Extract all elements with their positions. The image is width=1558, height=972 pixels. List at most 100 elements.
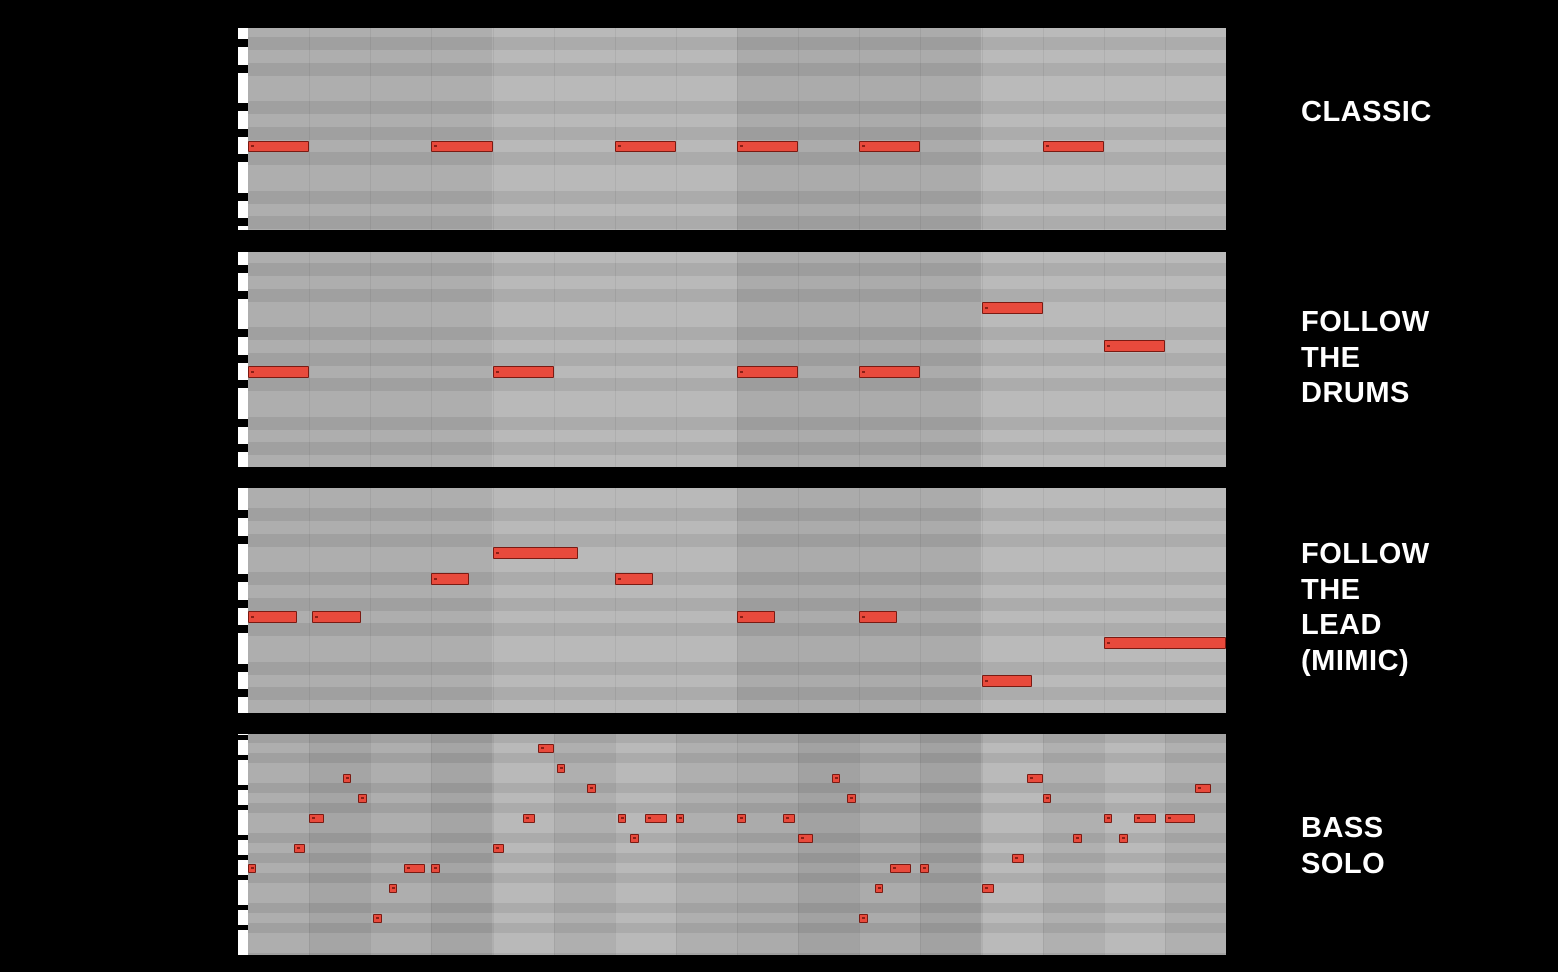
label-classic: CLASSIC	[1301, 95, 1432, 131]
midi-note[interactable]	[859, 140, 921, 152]
step-line	[920, 488, 922, 713]
midi-note[interactable]	[388, 883, 398, 893]
midi-note[interactable]	[831, 773, 841, 783]
midi-note[interactable]	[981, 883, 994, 893]
midi-note[interactable]	[431, 140, 493, 152]
step-line	[492, 28, 494, 230]
pitch-lane	[248, 352, 1226, 366]
pitch-lane	[248, 442, 1226, 456]
pitch-lane	[248, 216, 1226, 230]
step-line	[431, 734, 433, 955]
midi-note[interactable]	[1073, 833, 1082, 843]
midi-note[interactable]	[1103, 636, 1226, 649]
pitch-lane	[248, 263, 1226, 276]
midi-note[interactable]	[492, 547, 579, 559]
step-column	[675, 734, 737, 955]
midi-note[interactable]	[373, 913, 382, 923]
black-key	[238, 535, 248, 544]
note-grid	[248, 734, 1226, 955]
midi-note[interactable]	[309, 813, 325, 823]
step-column	[309, 734, 371, 955]
pitch-lane	[248, 903, 1226, 913]
beat-column	[737, 734, 981, 955]
midi-note[interactable]	[737, 813, 746, 823]
step-line	[798, 488, 800, 713]
piano-roll-classic	[238, 28, 1226, 230]
midi-note[interactable]	[1042, 140, 1104, 152]
midi-note[interactable]	[538, 743, 554, 753]
midi-note[interactable]	[1027, 773, 1043, 783]
pitch-lane	[248, 783, 1226, 793]
midi-note[interactable]	[737, 611, 775, 623]
midi-note[interactable]	[1119, 833, 1128, 843]
midi-note[interactable]	[342, 773, 352, 783]
step-line	[675, 488, 677, 713]
midi-note[interactable]	[1134, 813, 1156, 823]
midi-note[interactable]	[492, 843, 504, 853]
step-line	[370, 252, 372, 467]
pitch-lane	[248, 327, 1226, 340]
black-key	[238, 154, 248, 163]
midi-note[interactable]	[847, 793, 856, 803]
midi-note[interactable]	[614, 140, 676, 152]
midi-note[interactable]	[1103, 813, 1113, 823]
step-line	[553, 252, 555, 467]
midi-note[interactable]	[614, 572, 653, 585]
beat-column	[981, 28, 1226, 230]
black-key	[238, 663, 248, 672]
pitch-lane	[248, 687, 1226, 701]
midi-note[interactable]	[874, 883, 884, 893]
midi-note[interactable]	[737, 140, 799, 152]
midi-note[interactable]	[859, 611, 898, 623]
black-key	[238, 805, 248, 810]
beat-column	[981, 734, 1226, 955]
beat-column	[981, 252, 1226, 467]
midi-note[interactable]	[358, 793, 367, 803]
label-line: BASS	[1301, 812, 1384, 844]
midi-note[interactable]	[859, 913, 868, 923]
black-key	[238, 689, 248, 698]
midi-note[interactable]	[675, 813, 685, 823]
step-line	[981, 734, 983, 955]
midi-note[interactable]	[981, 302, 1043, 314]
pitch-lane	[248, 661, 1226, 675]
midi-note[interactable]	[737, 366, 799, 378]
midi-note[interactable]	[556, 763, 566, 773]
midi-note[interactable]	[293, 843, 305, 853]
black-key	[238, 925, 248, 930]
pitch-lane	[248, 101, 1226, 114]
midi-note[interactable]	[587, 783, 596, 793]
midi-note[interactable]	[630, 833, 639, 843]
step-line	[614, 734, 616, 955]
midi-note[interactable]	[523, 813, 536, 823]
midi-note[interactable]	[248, 140, 310, 152]
midi-note[interactable]	[431, 863, 440, 873]
black-key	[238, 785, 248, 790]
midi-note[interactable]	[1103, 340, 1165, 353]
black-key	[238, 625, 248, 634]
midi-note[interactable]	[248, 611, 297, 623]
midi-note[interactable]	[920, 863, 929, 873]
step-line	[370, 734, 372, 955]
black-key	[238, 875, 248, 880]
midi-note[interactable]	[981, 675, 1032, 687]
midi-note[interactable]	[248, 366, 310, 378]
midi-note[interactable]	[617, 813, 627, 823]
piano-keyboard	[238, 734, 248, 955]
midi-note[interactable]	[492, 366, 554, 378]
midi-note[interactable]	[645, 813, 667, 823]
midi-note[interactable]	[1195, 783, 1211, 793]
midi-note[interactable]	[312, 611, 362, 623]
step-line	[920, 252, 922, 467]
midi-note[interactable]	[1042, 793, 1052, 803]
midi-note[interactable]	[431, 572, 470, 585]
midi-note[interactable]	[782, 813, 796, 823]
midi-note[interactable]	[798, 833, 814, 843]
midi-note[interactable]	[1012, 853, 1025, 863]
midi-note[interactable]	[248, 863, 256, 873]
midi-note[interactable]	[889, 863, 912, 873]
midi-note[interactable]	[1164, 813, 1196, 823]
midi-note[interactable]	[859, 366, 921, 378]
step-line	[981, 28, 983, 230]
midi-note[interactable]	[403, 863, 426, 873]
